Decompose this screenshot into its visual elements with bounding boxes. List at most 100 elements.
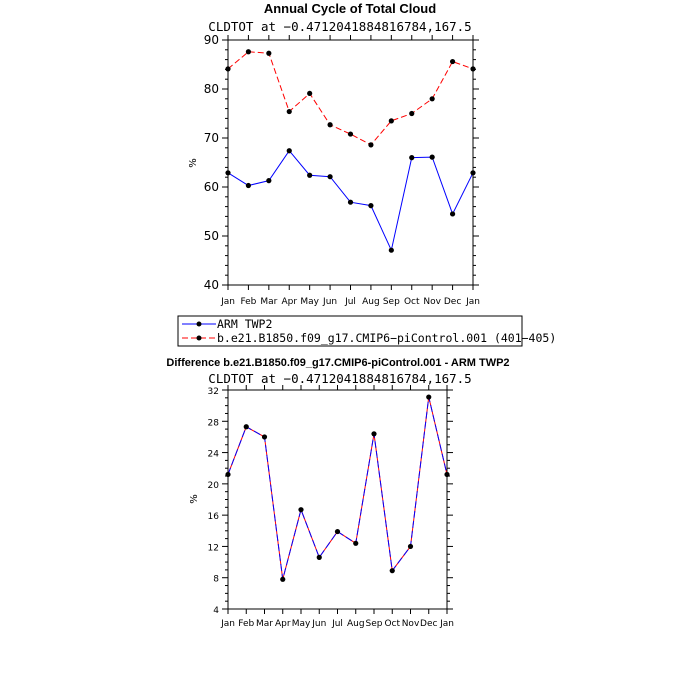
x-tick-label: Dec	[420, 619, 437, 629]
x-tick-label: Aug	[347, 619, 365, 629]
y-tick-label: 8	[213, 575, 219, 585]
series-line-underlay	[227, 396, 448, 580]
data-point	[347, 199, 354, 205]
data-point	[429, 154, 435, 160]
x-tick-label: Jan	[220, 297, 235, 307]
data-point	[266, 178, 272, 184]
y-tick-label: 60	[204, 180, 219, 194]
data-point	[426, 394, 432, 400]
data-point	[280, 576, 286, 582]
data-point	[245, 49, 252, 55]
legend-label-obs: ARM TWP2	[217, 317, 272, 331]
x-tick-label: Nov	[423, 297, 441, 307]
y-tick-label: 12	[208, 543, 219, 553]
data-point	[388, 118, 394, 124]
data-point	[368, 203, 374, 209]
data-point	[286, 148, 292, 154]
x-tick-label: Sep	[383, 297, 400, 307]
y-tick-label: 4	[213, 606, 219, 616]
x-tick-label: May	[300, 297, 319, 307]
data-point	[286, 108, 292, 115]
data-point	[298, 507, 304, 513]
chart1-series-layer	[225, 49, 476, 253]
data-point	[409, 110, 415, 117]
x-tick-label: Apr	[281, 297, 297, 307]
x-tick-label: Jul	[344, 297, 356, 307]
data-point	[266, 50, 272, 56]
data-point	[347, 131, 354, 137]
data-point	[371, 431, 377, 437]
data-point	[444, 471, 450, 478]
x-tick-label: Oct	[384, 619, 400, 629]
x-tick-label: Jan	[465, 297, 480, 307]
y-tick-label: 20	[208, 481, 220, 491]
data-point	[368, 142, 374, 148]
data-point	[261, 434, 268, 440]
chart2-x-axis: Jan Feb Mar Apr May Jun Jul Aug Sep Oct Nov Dec Jan	[220, 385, 454, 629]
y-tick-label: 28	[208, 418, 220, 428]
x-tick-label: Feb	[238, 619, 254, 629]
x-tick-label: Jan	[439, 619, 454, 629]
y-tick-label: 32	[208, 387, 219, 397]
x-tick-label: Jan	[220, 619, 235, 629]
series-line-model	[227, 51, 474, 146]
legend-label-model: b.e21.B1850.f09_g17.CMIP6−piControl.001 …	[217, 331, 556, 345]
x-tick-label: Aug	[362, 297, 380, 307]
x-tick-label: Jul	[331, 619, 343, 629]
x-tick-label: May	[292, 619, 311, 629]
chart1-plot-frame	[227, 39, 474, 286]
data-point	[307, 90, 313, 97]
series-line	[227, 396, 448, 580]
y-tick-label: 80	[204, 82, 219, 96]
x-tick-label: Sep	[366, 619, 383, 629]
data-point	[449, 58, 456, 65]
y-tick-label: 24	[208, 450, 220, 460]
x-tick-label: Mar	[260, 297, 277, 307]
data-point	[243, 424, 249, 430]
x-tick-label: Oct	[404, 297, 420, 307]
x-tick-label: Nov	[402, 619, 420, 629]
x-tick-label: Jun	[311, 619, 326, 629]
difference-chart: Difference b.e21.B1850.f09_g17.CMIP6-piC…	[166, 357, 509, 629]
data-point	[470, 66, 476, 72]
data-point	[429, 96, 435, 102]
legend-marker-model	[196, 335, 202, 341]
data-point	[449, 211, 456, 217]
data-point	[327, 122, 333, 128]
y-tick-label: 90	[204, 33, 219, 47]
y-tick-label: 40	[204, 278, 219, 292]
data-point	[389, 568, 395, 574]
data-point	[409, 155, 415, 161]
data-point	[225, 66, 231, 72]
chart2-title: Difference b.e21.B1850.f09_g17.CMIP6-piC…	[166, 357, 509, 369]
x-tick-label: Feb	[240, 297, 256, 307]
data-point	[245, 182, 252, 189]
chart1-subtitle: CLDTOT at −0.4712041884816784,167.5	[208, 19, 471, 34]
y-tick-label: 16	[208, 512, 220, 522]
x-tick-label: Apr	[275, 619, 291, 629]
chart1-y-axis: 40 50 60 70 80 90	[204, 33, 479, 292]
chart2-ylabel: %	[189, 494, 200, 504]
chart1-legend: ARM TWP2 b.e21.B1850.f09_g17.CMIP6−piCon…	[177, 315, 556, 347]
legend-box	[177, 315, 523, 347]
x-tick-label: Mar	[256, 619, 273, 629]
data-point	[353, 540, 359, 546]
x-tick-label: Jun	[322, 297, 337, 307]
y-tick-label: 50	[204, 229, 219, 243]
y-tick-label: 70	[204, 131, 219, 145]
data-point	[225, 170, 231, 176]
chart1-title: Annual Cycle of Total Cloud	[264, 1, 436, 16]
x-tick-label: Dec	[444, 297, 461, 307]
data-point	[388, 247, 394, 253]
data-point	[327, 174, 333, 180]
chart2-subtitle: CLDTOT at −0.4712041884816784,167.5	[208, 371, 471, 386]
legend-marker-obs	[196, 321, 202, 327]
annual-cycle-chart: Annual Cycle of Total Cloud CLDTOT at −0…	[188, 1, 480, 307]
chart2-series-layer	[225, 394, 450, 582]
data-point	[407, 543, 414, 550]
chart1-x-axis: Jan Feb Mar Apr May Jun Jul Aug Sep Oct Nov Dec Jan	[220, 35, 480, 307]
data-point	[316, 554, 322, 560]
data-point	[334, 528, 341, 535]
data-point	[225, 471, 231, 478]
